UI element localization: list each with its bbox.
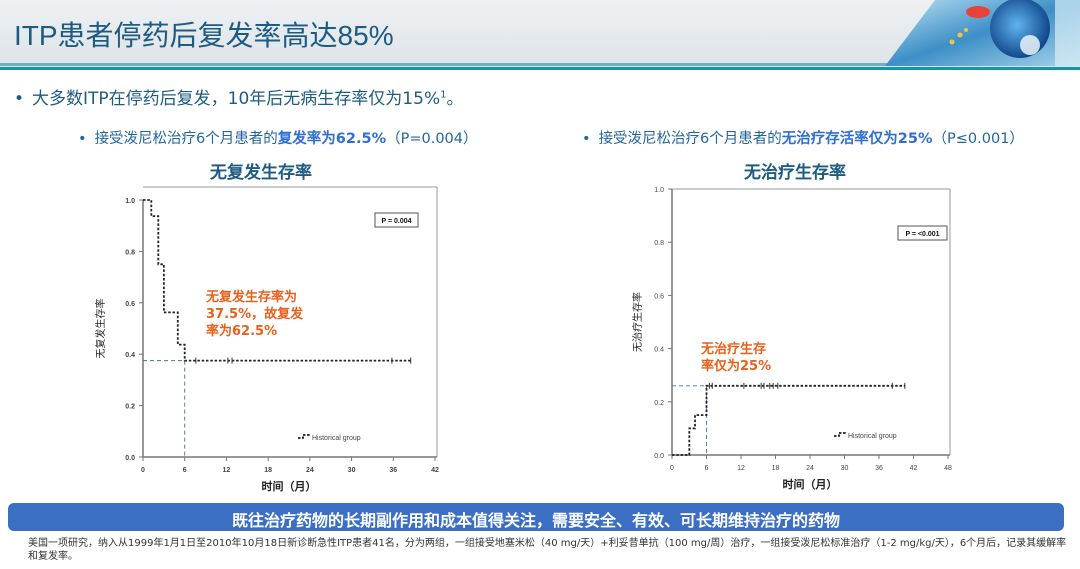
svg-text:无治疗生存率: 无治疗生存率 <box>631 292 644 352</box>
left-bullet-prefix: 接受泼尼松治疗6个月患者的 <box>94 131 278 147</box>
svg-text:0.6: 0.6 <box>125 301 135 308</box>
svg-text:0.2: 0.2 <box>654 400 664 407</box>
header-decorative-image <box>885 0 1080 66</box>
svg-text:0.6: 0.6 <box>654 293 664 300</box>
svg-text:36: 36 <box>875 465 883 472</box>
left-chart-annotation: 无复发生存率为 37.5%，故复发 率为62.5% <box>206 289 303 340</box>
svg-text:0.0: 0.0 <box>654 453 664 460</box>
svg-text:18: 18 <box>264 467 272 474</box>
header-divider-light <box>0 63 1080 66</box>
right-bullet-emphasis: 无治疗存活率仅为25% <box>781 131 933 147</box>
main-bullet-suffix: 。 <box>446 89 464 109</box>
annotation-line: 无治疗生存 <box>701 342 767 357</box>
svg-text:0.4: 0.4 <box>125 352 135 359</box>
right-chart-title: 无治疗生存率 <box>744 163 846 183</box>
banner-text: 既往治疗药物的长期副作用和成本值得关注，需要安全、有效、可长期维持治疗的药物 <box>231 511 840 530</box>
svg-text:0: 0 <box>141 467 145 474</box>
bullet-dot: • <box>582 131 591 147</box>
annotation-line: 37.5%，故复发 <box>206 307 304 322</box>
svg-text:12: 12 <box>223 467 231 474</box>
svg-text:30: 30 <box>841 465 849 472</box>
svg-text:0.0: 0.0 <box>125 455 135 462</box>
svg-text:6: 6 <box>183 467 187 474</box>
svg-text:48: 48 <box>944 465 952 472</box>
study-footnote: 美国一项研究，纳入从1999年1月1日至2010年10月18日新诊断急性ITP患… <box>28 538 1067 562</box>
svg-text:6: 6 <box>705 465 709 472</box>
svg-text:Historical group: Historical group <box>848 433 897 440</box>
svg-text:1.0: 1.0 <box>654 187 664 194</box>
svg-text:42: 42 <box>431 467 439 474</box>
main-bullet-text: 大多数ITP在停药后复发，10年后无病生存率仅为15% <box>32 89 441 109</box>
svg-text:0.2: 0.2 <box>125 404 135 411</box>
right-bullet-pvalue: （P≤0.001） <box>932 131 1024 147</box>
svg-text:12: 12 <box>737 465 745 472</box>
bullet-dot: • <box>78 131 87 147</box>
svg-text:30: 30 <box>348 467 356 474</box>
svg-text:36: 36 <box>389 467 397 474</box>
footnote-ref: 1 <box>440 89 447 101</box>
header-divider <box>0 67 1080 70</box>
svg-text:0.4: 0.4 <box>654 347 664 354</box>
bullet-dot: • <box>14 89 25 109</box>
left-sub-bullet: • 接受泼尼松治疗6个月患者的复发率为62.5%（P=0.004） <box>78 127 478 148</box>
svg-text:0.8: 0.8 <box>654 240 664 247</box>
svg-text:时间（月）: 时间（月） <box>783 477 838 491</box>
left-chart-title: 无复发生存率 <box>210 163 312 183</box>
conclusion-banner: 既往治疗药物的长期副作用和成本值得关注，需要安全、有效、可长期维持治疗的药物 <box>8 503 1064 531</box>
annotation-line: 率为62.5% <box>206 324 278 339</box>
main-bullet: • 大多数ITP在停药后复发，10年后无病生存率仅为15%1。 <box>14 84 463 109</box>
svg-text:24: 24 <box>806 465 814 472</box>
svg-text:0.8: 0.8 <box>125 249 135 256</box>
annotation-line: 无复发生存率为 <box>206 290 298 305</box>
svg-text:18: 18 <box>772 465 780 472</box>
survival-charts: 0.0 0.2 0.4 0.6 0.8 1.0 0 6 12 18 24 30 36 42 时间（月） 无复发… <box>94 186 952 493</box>
right-chart-annotation: 无治疗生存 率仅为25% <box>701 341 771 375</box>
svg-text:1.0: 1.0 <box>125 198 135 205</box>
svg-text:P = 0.004: P = 0.004 <box>381 218 411 225</box>
svg-text:24: 24 <box>306 467 314 474</box>
right-bullet-prefix: 接受泼尼松治疗6个月患者的 <box>598 131 782 147</box>
svg-text:P = <0.001: P = <0.001 <box>905 231 939 238</box>
svg-text:时间（月）: 时间（月） <box>262 479 317 493</box>
page-title: ITP患者停药后复发率高达85% <box>14 20 394 51</box>
svg-text:42: 42 <box>910 465 918 472</box>
left-bullet-pvalue: （P=0.004） <box>386 131 478 147</box>
svg-text:0: 0 <box>670 465 674 472</box>
svg-text:无复发生存率: 无复发生存率 <box>94 299 107 359</box>
annotation-line: 率仅为25% <box>701 359 772 374</box>
left-bullet-emphasis: 复发率为62.5% <box>277 131 387 147</box>
right-sub-bullet: • 接受泼尼松治疗6个月患者的无治疗存活率仅为25%（P≤0.001） <box>582 127 1024 148</box>
svg-text:Historical group: Historical group <box>312 435 361 442</box>
